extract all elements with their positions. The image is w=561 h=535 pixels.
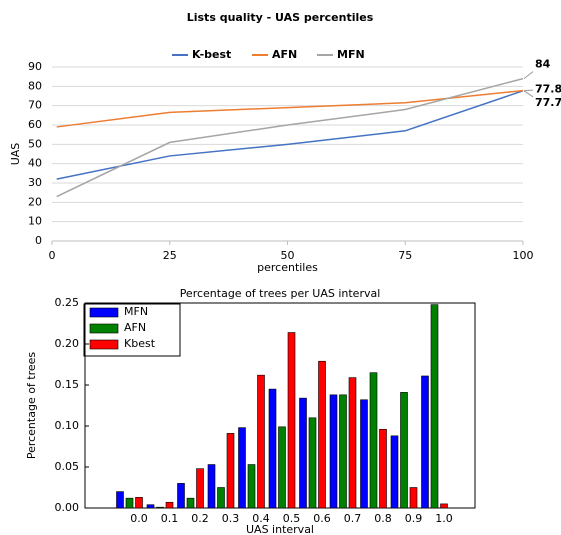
x-tick-label: 0.6: [313, 512, 331, 525]
bar: [430, 304, 439, 509]
bar: [299, 397, 307, 509]
y-tick-label: 30: [28, 176, 42, 189]
bar: [125, 497, 134, 509]
bar: [268, 388, 277, 509]
bar: [135, 497, 143, 509]
x-tick-label: 100: [513, 249, 534, 262]
y-tick-label: 0: [35, 234, 42, 247]
bar: [156, 506, 164, 509]
line-series: [56, 89, 524, 128]
x-tick-label: 1.0: [435, 512, 453, 525]
end-leader: [523, 71, 534, 79]
x-tick-label: 0.0: [130, 512, 148, 525]
end-leader: [523, 89, 534, 92]
legend-label: MFN: [337, 48, 365, 61]
legend-swatch: [89, 323, 119, 334]
bar: [329, 394, 338, 509]
x-tick-label: 25: [163, 249, 177, 262]
bar: [165, 501, 174, 509]
bar: [409, 487, 418, 509]
bar: [440, 503, 448, 509]
x-tick-label: 0.4: [252, 512, 270, 525]
legend-swatch: [89, 307, 119, 318]
bar: [257, 374, 265, 509]
chart-title: Percentage of trees per UAS interval: [180, 287, 381, 300]
x-tick-label: 0.5: [283, 512, 301, 525]
y-tick-label: 80: [28, 79, 42, 92]
x-tick-label: 0.8: [374, 512, 392, 525]
line-series: [56, 77, 524, 198]
bar: [116, 491, 124, 509]
bar: [348, 377, 357, 509]
bar: [217, 487, 225, 509]
bar: [400, 392, 408, 509]
bar: [278, 426, 286, 509]
end-label: 84: [535, 58, 551, 71]
bar: [339, 394, 347, 509]
x-tick-label: 0.1: [161, 512, 179, 525]
bar: [207, 464, 216, 509]
bar: [308, 417, 317, 509]
y-tick-label: 0.25: [55, 296, 80, 309]
bar: [318, 360, 326, 509]
legend-label: AFN: [124, 321, 146, 334]
bar: [379, 428, 387, 509]
end-leader: [523, 90, 534, 98]
y-tick-label: 10: [28, 215, 42, 228]
y-tick-label: 90: [28, 60, 42, 73]
x-tick-label: 0.2: [191, 512, 209, 525]
end-label: 77.7: [535, 96, 561, 109]
y-tick-label: 0.05: [55, 460, 80, 473]
legend-frame: [83, 303, 181, 357]
legend-label: AFN: [272, 48, 297, 61]
chart-title: Lists quality - UAS percentiles: [187, 11, 374, 24]
x-axis-label: UAS interval: [246, 523, 314, 535]
x-tick-label: 50: [281, 249, 295, 262]
legend-label: Kbest: [124, 337, 156, 350]
y-axis-label: UAS: [9, 143, 22, 166]
bar: [186, 497, 195, 509]
bar: [287, 332, 296, 509]
bar: [360, 399, 368, 509]
legend-swatch: [89, 339, 119, 350]
end-label: 77.8: [535, 83, 561, 96]
y-tick-label: 0.20: [55, 337, 80, 350]
bar: [196, 468, 204, 509]
x-axis-label: percentiles: [257, 261, 318, 274]
y-axis-label: Percentage of trees: [25, 352, 38, 460]
bar: [177, 483, 185, 509]
y-tick-label: 20: [28, 195, 42, 208]
y-tick-label: 0.10: [55, 419, 80, 432]
bar: [369, 372, 378, 509]
y-tick-label: 60: [28, 118, 42, 131]
x-tick-label: 75: [398, 249, 412, 262]
bar: [226, 433, 235, 509]
y-tick-label: 40: [28, 157, 42, 170]
x-tick-label: 0.9: [405, 512, 423, 525]
x-tick-label: 0.7: [344, 512, 362, 525]
legend-label: MFN: [124, 305, 148, 318]
line-series: [56, 90, 524, 180]
bar: [390, 435, 399, 509]
y-tick-label: 70: [28, 99, 42, 112]
x-tick-label: 0.3: [222, 512, 240, 525]
bar: [146, 504, 155, 509]
y-tick-label: 0.15: [55, 378, 80, 391]
x-tick-label: 0: [49, 249, 56, 262]
y-tick-label: 0.00: [55, 501, 80, 514]
y-tick-label: 50: [28, 137, 42, 150]
legend-label: K-best: [192, 48, 231, 61]
bar: [421, 375, 429, 509]
bar: [247, 464, 256, 509]
bar: [238, 427, 246, 509]
